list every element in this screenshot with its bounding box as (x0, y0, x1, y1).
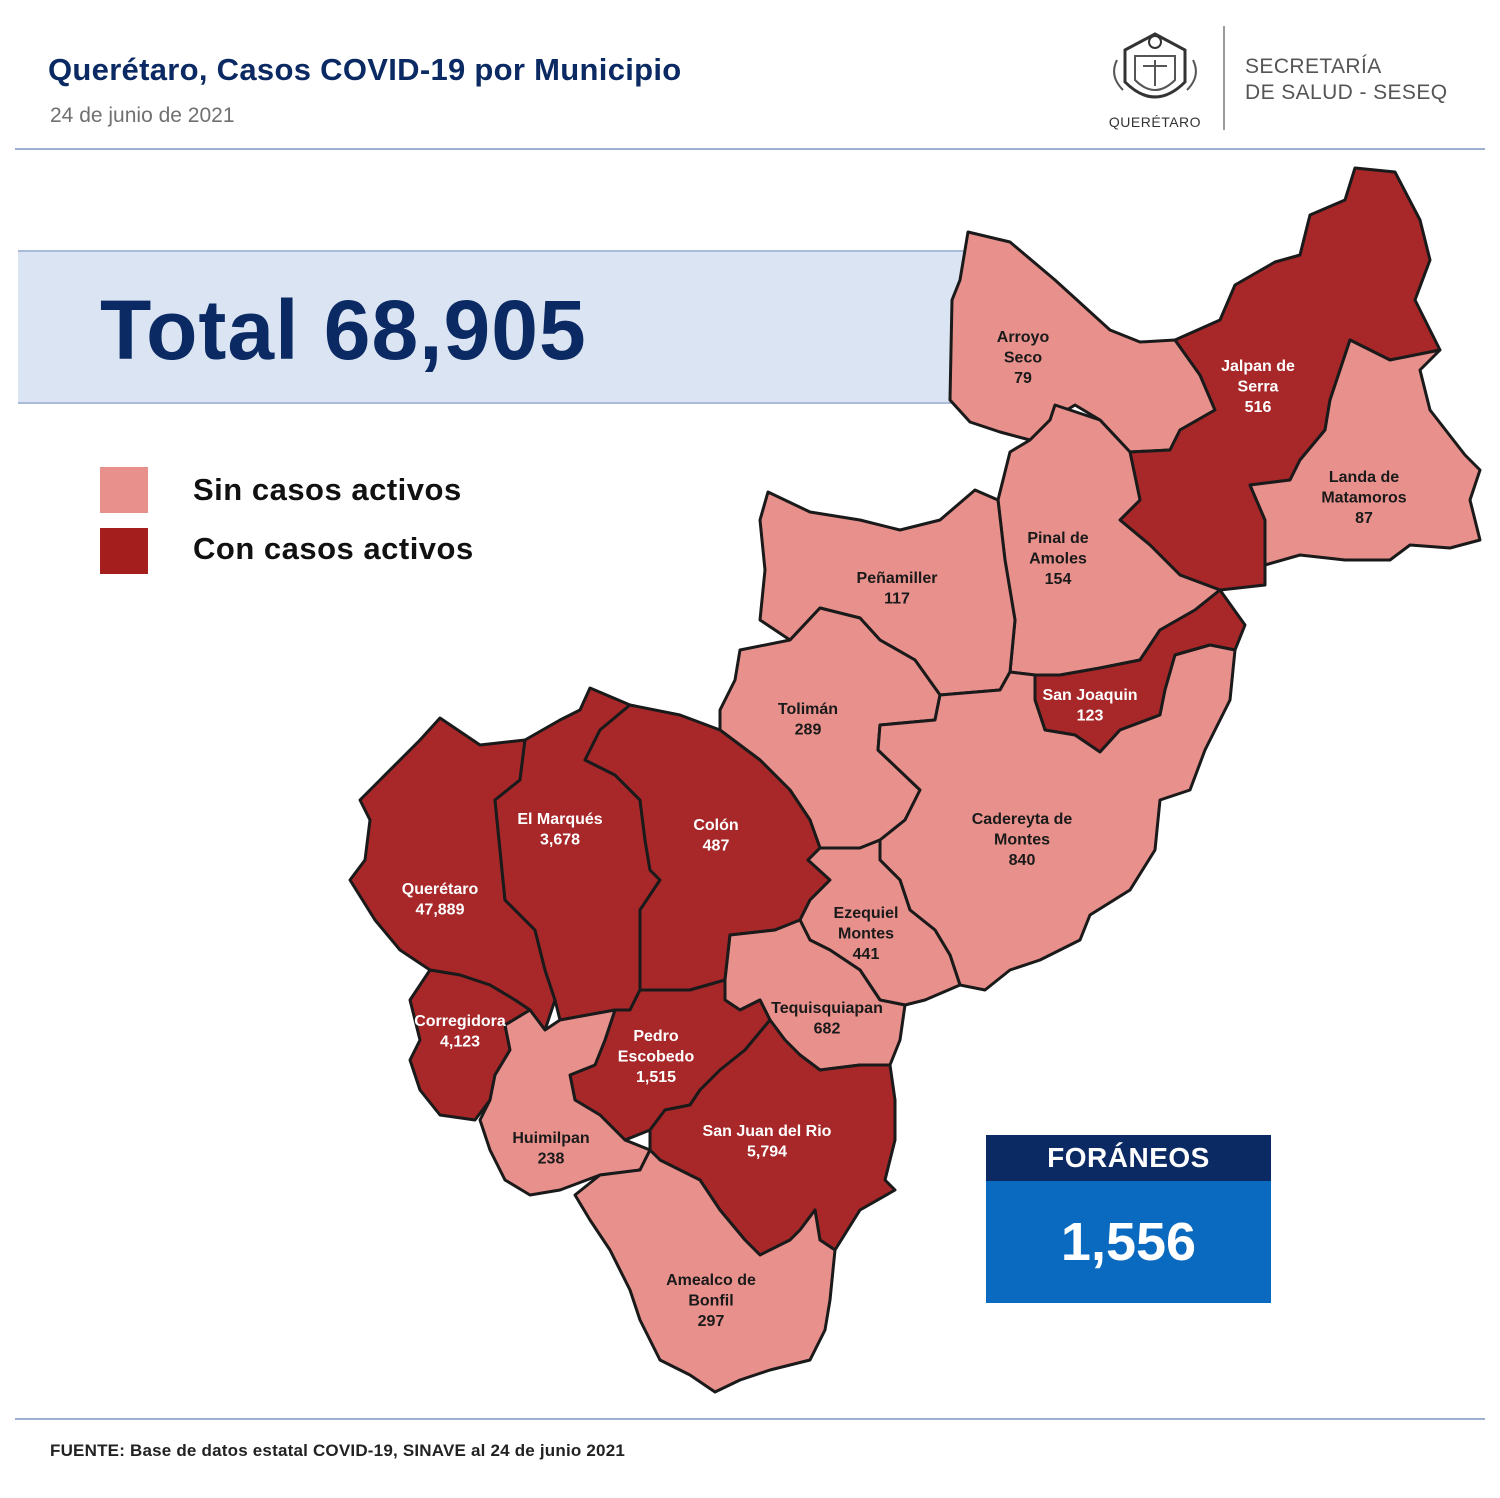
label-line: San Joaquin (1042, 687, 1137, 704)
label-line: 840 (1009, 852, 1036, 869)
label-line: Amealco de (666, 1272, 756, 1289)
label-line: Montes (838, 926, 894, 943)
label-line: 1,515 (636, 1069, 676, 1086)
foraneos-label: FORÁNEOS (986, 1135, 1271, 1181)
label-line: Seco (1004, 350, 1042, 367)
label-line: Arroyo (997, 329, 1050, 346)
label-line: Huimilpan (512, 1130, 589, 1147)
label-line: Jalpan de (1221, 358, 1295, 375)
label-line: Matamoros (1321, 490, 1406, 507)
label-line: Tolimán (778, 701, 838, 718)
label-line: San Juan del Rio (703, 1123, 832, 1140)
label-line: Escobedo (618, 1049, 695, 1066)
label-line: Serra (1238, 379, 1279, 396)
label-line: 289 (795, 722, 822, 739)
label-line: Cadereyta de (972, 811, 1073, 828)
label-line: El Marqués (517, 811, 602, 828)
label-line: 123 (1077, 708, 1104, 725)
label-line: 297 (698, 1313, 725, 1330)
label-line: 87 (1355, 510, 1373, 527)
legend-label-inactive: Sin casos activos (193, 472, 462, 508)
label-line: 47,889 (416, 902, 465, 919)
label-line: Pedro (633, 1028, 679, 1045)
label-line: 3,678 (540, 832, 580, 849)
label-line: 487 (703, 838, 730, 855)
label-line: Landa de (1329, 469, 1399, 486)
label-line: 117 (884, 591, 910, 608)
label-line: Bonfil (688, 1293, 733, 1310)
foraneos-value: 1,556 (986, 1181, 1271, 1303)
label-line: Peñamiller (857, 570, 938, 587)
source-note: FUENTE: Base de datos estatal COVID-19, … (50, 1441, 625, 1461)
label-line: 4,123 (440, 1034, 480, 1051)
label-line: Amoles (1029, 551, 1087, 568)
label-line: 441 (853, 946, 880, 963)
label-line: Ezequiel (834, 905, 899, 922)
label-line: 682 (814, 1021, 841, 1038)
label-line: 154 (1045, 571, 1072, 588)
label-line: Corregidora (414, 1013, 506, 1030)
label-line: 238 (538, 1151, 565, 1168)
label-line: 5,794 (747, 1144, 787, 1161)
label-line: Montes (994, 832, 1050, 849)
legend-label-active: Con casos activos (193, 531, 474, 567)
label-line: Tequisquiapan (771, 1000, 883, 1017)
legend-swatch-active (100, 528, 148, 574)
label-line: Querétaro (402, 881, 479, 898)
footer-divider (15, 1418, 1485, 1420)
label-line: Pinal de (1027, 530, 1088, 547)
legend-swatch-inactive (100, 467, 148, 513)
label-line: 79 (1014, 370, 1032, 387)
label-line: Colón (693, 817, 738, 834)
label-line: 516 (1245, 399, 1272, 416)
